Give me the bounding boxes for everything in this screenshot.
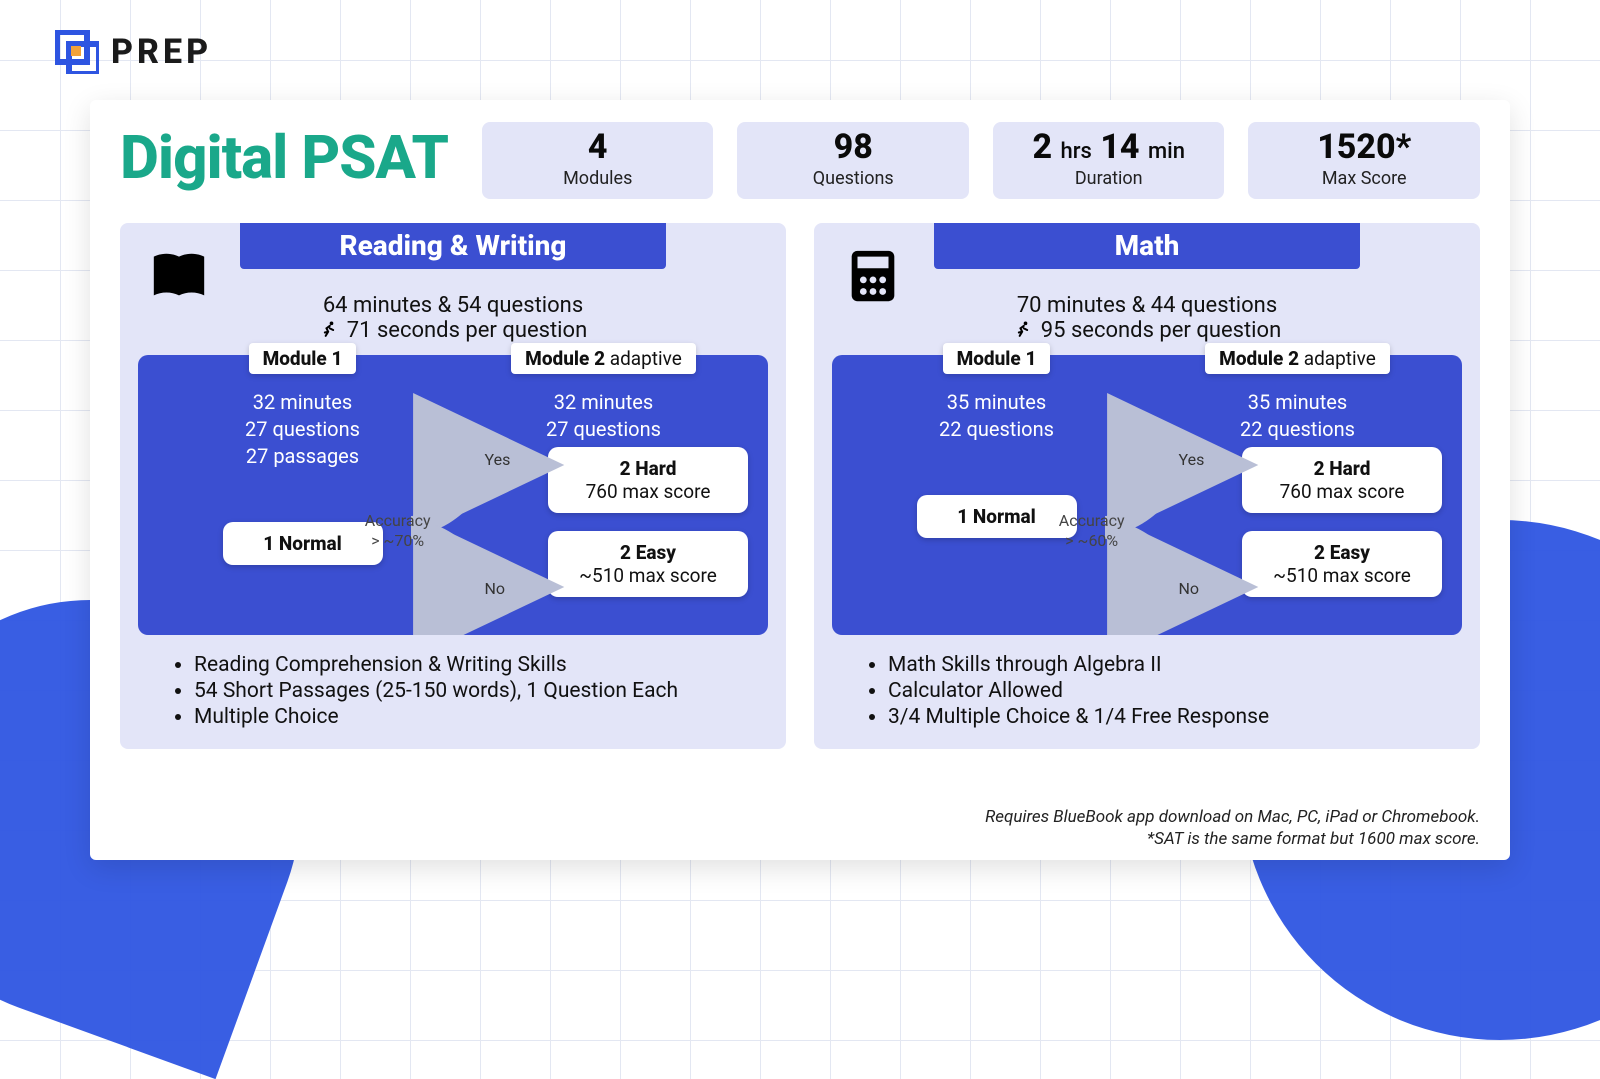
module-2-outcomes: 2 Hard760 max score 2 Easy~510 max score xyxy=(453,447,754,597)
module-pill-normal: 1 Normal xyxy=(223,522,383,565)
outcome-hard: 2 Hard760 max score xyxy=(548,447,748,513)
header-stats: 4 Modules 98 Questions 2 hrs 14 min Dura… xyxy=(482,122,1480,199)
module-label: Module 2 adaptive xyxy=(511,343,696,374)
summary-line: 64 minutes & 54 questions xyxy=(138,293,768,318)
module-label: Module 1 xyxy=(249,343,357,374)
panel-summary: 70 minutes & 44 questions 95 seconds per… xyxy=(832,293,1462,343)
stat-value: 4 xyxy=(588,130,608,166)
outcome-hard: 2 Hard760 max score xyxy=(1242,447,1442,513)
summary-line: 70 minutes & 44 questions xyxy=(832,293,1462,318)
bullet: Math Skills through Algebra II xyxy=(888,653,1462,677)
bullet: Multiple Choice xyxy=(194,705,768,729)
stat-label: Questions xyxy=(813,168,894,189)
panel-heading: Math xyxy=(934,223,1360,269)
panel-bullets: Reading Comprehension & Writing Skills 5… xyxy=(138,651,768,731)
panel-reading-writing: Reading & Writing 64 minutes & 54 questi… xyxy=(120,223,786,749)
panel-heading: Reading & Writing xyxy=(240,223,666,269)
sections-row: Reading & Writing 64 minutes & 54 questi… xyxy=(120,223,1480,749)
module-stats: 32 minutes 27 questions 27 passages xyxy=(245,389,360,470)
modules-flow: Module 1 32 minutes 27 questions 27 pass… xyxy=(138,355,768,635)
stat-modules: 4 Modules xyxy=(482,122,714,199)
footnote: Requires BlueBook app download on Mac, P… xyxy=(985,806,1480,828)
stat-value: 98 xyxy=(834,130,873,166)
panel-math: Math 70 minutes & 44 questions 95 second… xyxy=(814,223,1480,749)
modules-flow: Module 1 35 minutes 22 questions 1 Norma… xyxy=(832,355,1462,635)
stat-label: Modules xyxy=(563,168,632,189)
module-stats: 35 minutes 22 questions xyxy=(1240,389,1355,443)
outcome-easy: 2 Easy~510 max score xyxy=(548,531,748,597)
panel-bullets: Math Skills through Algebra II Calculato… xyxy=(832,651,1462,731)
bullet: 54 Short Passages (25-150 words), 1 Ques… xyxy=(194,679,768,703)
stat-label: Duration xyxy=(1075,168,1143,189)
module-2-outcomes: 2 Hard760 max score 2 Easy~510 max score xyxy=(1147,447,1448,597)
panel-summary: 64 minutes & 54 questions 71 seconds per… xyxy=(138,293,768,343)
module-label: Module 2 adaptive xyxy=(1205,343,1390,374)
bullet: Calculator Allowed xyxy=(888,679,1462,703)
module-1: Module 1 32 minutes 27 questions 27 pass… xyxy=(152,379,453,617)
brand-logo: PREP xyxy=(55,30,212,74)
stat-maxscore: 1520* Max Score xyxy=(1248,122,1480,199)
module-2: Module 2 adaptive 35 minutes 22 question… xyxy=(1147,379,1448,617)
summary-line: 71 seconds per question xyxy=(138,318,768,343)
module-2: Module 2 adaptive 32 minutes 27 question… xyxy=(453,379,754,617)
logo-mark-icon xyxy=(55,30,99,74)
main-card: Digital PSAT 4 Modules 98 Questions 2 hr… xyxy=(90,100,1510,860)
summary-line: 95 seconds per question xyxy=(832,318,1462,343)
runner-icon xyxy=(1013,320,1033,340)
module-stats: 35 minutes 22 questions xyxy=(939,389,1054,443)
header-row: Digital PSAT 4 Modules 98 Questions 2 hr… xyxy=(120,122,1480,199)
book-icon xyxy=(148,245,210,307)
stat-value: 1520* xyxy=(1317,130,1411,166)
stat-questions: 98 Questions xyxy=(737,122,969,199)
bullet: 3/4 Multiple Choice & 1/4 Free Response xyxy=(888,705,1462,729)
footnotes: Requires BlueBook app download on Mac, P… xyxy=(985,806,1480,850)
stat-duration: 2 hrs 14 min Duration xyxy=(993,122,1225,199)
footnote: *SAT is the same format but 1600 max sco… xyxy=(985,828,1480,850)
module-1: Module 1 35 minutes 22 questions 1 Norma… xyxy=(846,379,1147,617)
stat-value: 2 hrs 14 min xyxy=(1032,130,1185,166)
module-stats: 32 minutes 27 questions xyxy=(546,389,661,443)
page-title: Digital PSAT xyxy=(120,122,458,199)
calculator-icon xyxy=(842,245,904,307)
brand-name: PREP xyxy=(111,32,212,72)
outcome-easy: 2 Easy~510 max score xyxy=(1242,531,1442,597)
module-label: Module 1 xyxy=(943,343,1051,374)
stat-label: Max Score xyxy=(1322,168,1407,189)
module-pill-normal: 1 Normal xyxy=(917,495,1077,538)
runner-icon xyxy=(319,320,339,340)
bullet: Reading Comprehension & Writing Skills xyxy=(194,653,768,677)
